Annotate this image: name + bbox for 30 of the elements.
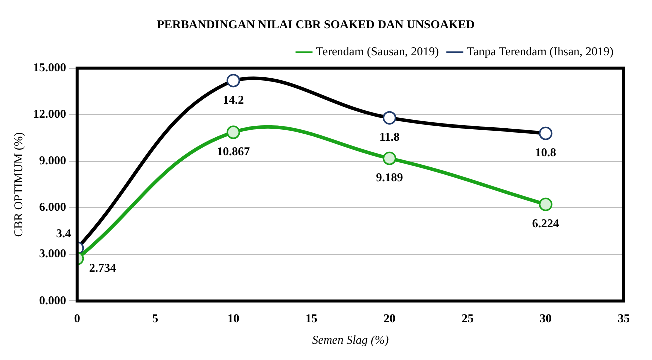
x-tick-label: 25 (462, 311, 474, 326)
data-label: 9.189 (376, 170, 404, 185)
data-label: 2.734 (89, 260, 116, 275)
data-label: 10.867 (217, 144, 250, 159)
x-axis-title: Semen Slag (%) (312, 332, 390, 347)
y-tick-label: 3.000 (39, 246, 66, 261)
data-label: 14.2 (223, 92, 244, 107)
x-tick-label: 5 (152, 311, 158, 326)
y-tick-label: 0.000 (39, 293, 66, 308)
x-tick-label: 10 (228, 311, 240, 326)
point (539, 198, 553, 212)
legend-label: Terendam (Sausan, 2019) (316, 44, 440, 59)
x-tick-label: 30 (540, 311, 552, 326)
legend-label: Tanpa Terendam (Ihsan, 2019) (467, 44, 614, 59)
y-axis-title: CBR OPTIMUM (%) (11, 132, 26, 238)
x-tick-label: 20 (384, 311, 396, 326)
point (226, 126, 240, 140)
y-tick-label: 9.000 (39, 154, 66, 168)
y-tick-label: 12.000 (33, 107, 66, 122)
data-label: 3.4 (56, 226, 72, 241)
data-label: 11.8 (380, 130, 400, 144)
chart-title: PERBANDINGAN NILAI CBR SOAKED DAN UNSOAKED (157, 17, 476, 32)
data-label: 6.224 (532, 216, 560, 231)
y-tick-label: 6.000 (39, 200, 66, 214)
point (382, 152, 396, 166)
x-tick-label: 15 (306, 311, 318, 326)
x-tick-label: 35 (618, 311, 630, 326)
x-tick-label: 0 (74, 311, 80, 326)
data-label: 10.8 (535, 146, 556, 160)
y-tick-label: 15.000 (33, 60, 66, 74)
